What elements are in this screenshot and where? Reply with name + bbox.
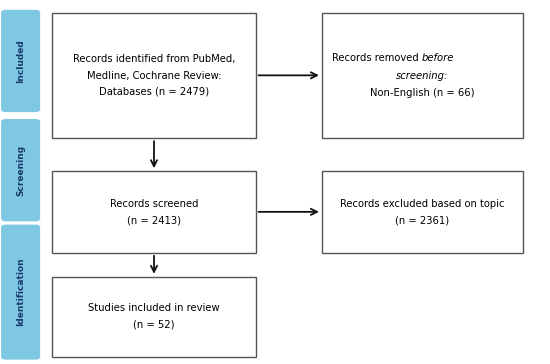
Bar: [52, 277, 256, 357]
Bar: [52, 171, 256, 253]
Text: Identification: Identification: [16, 258, 25, 327]
Text: Studies included in review: Studies included in review: [88, 304, 220, 313]
Text: Records screened: Records screened: [110, 199, 198, 209]
Text: Included: Included: [16, 39, 25, 83]
Text: (n = 52): (n = 52): [133, 320, 175, 330]
Text: Medline, Cochrane Review:: Medline, Cochrane Review:: [87, 71, 221, 80]
Text: Records identified from PubMed,: Records identified from PubMed,: [73, 54, 235, 64]
FancyBboxPatch shape: [1, 225, 40, 360]
Text: Databases (n = 2479): Databases (n = 2479): [99, 87, 209, 97]
Text: Records removed: Records removed: [332, 53, 422, 63]
FancyBboxPatch shape: [1, 119, 40, 221]
Text: Screening: Screening: [16, 145, 25, 196]
Text: Non-English (n = 66): Non-English (n = 66): [370, 88, 474, 98]
Bar: [52, 13, 256, 138]
Bar: [322, 171, 522, 253]
FancyBboxPatch shape: [1, 10, 40, 112]
Text: Records excluded based on topic: Records excluded based on topic: [340, 199, 504, 209]
Text: (n = 2361): (n = 2361): [395, 215, 449, 225]
Text: screening:: screening:: [396, 71, 448, 80]
Bar: [322, 13, 522, 138]
Text: (n = 2413): (n = 2413): [127, 215, 181, 225]
Text: before: before: [422, 53, 454, 63]
